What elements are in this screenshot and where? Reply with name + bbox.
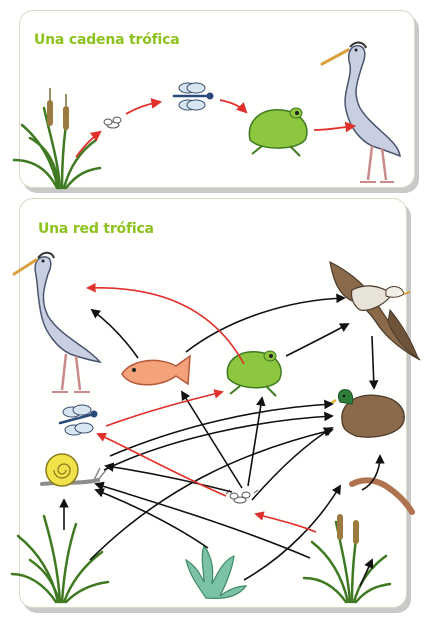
food-chain-title: Una cadena trófica xyxy=(34,32,180,48)
web-snail xyxy=(40,453,107,487)
web-worm xyxy=(349,477,415,515)
web-eagle xyxy=(329,260,421,361)
web-fish xyxy=(121,354,191,386)
web-arrows-red xyxy=(86,282,317,533)
food-web-panel xyxy=(19,198,407,608)
chain-dragonfly xyxy=(172,82,214,111)
chain-frog xyxy=(248,107,308,157)
food-web-title: Una red trófica xyxy=(38,221,154,237)
web-arrows-black xyxy=(59,293,385,587)
web-dragonfly xyxy=(58,404,98,436)
web-reed-plant xyxy=(302,514,392,604)
web-frog xyxy=(226,350,282,397)
chain-reed-plant xyxy=(12,88,102,190)
web-heron xyxy=(12,251,102,393)
web-grass xyxy=(10,514,110,604)
chain-arrows xyxy=(75,98,357,158)
web-duck xyxy=(329,389,405,438)
chain-fly xyxy=(103,116,122,129)
web-seaweed xyxy=(185,544,248,599)
chain-heron xyxy=(320,41,401,183)
